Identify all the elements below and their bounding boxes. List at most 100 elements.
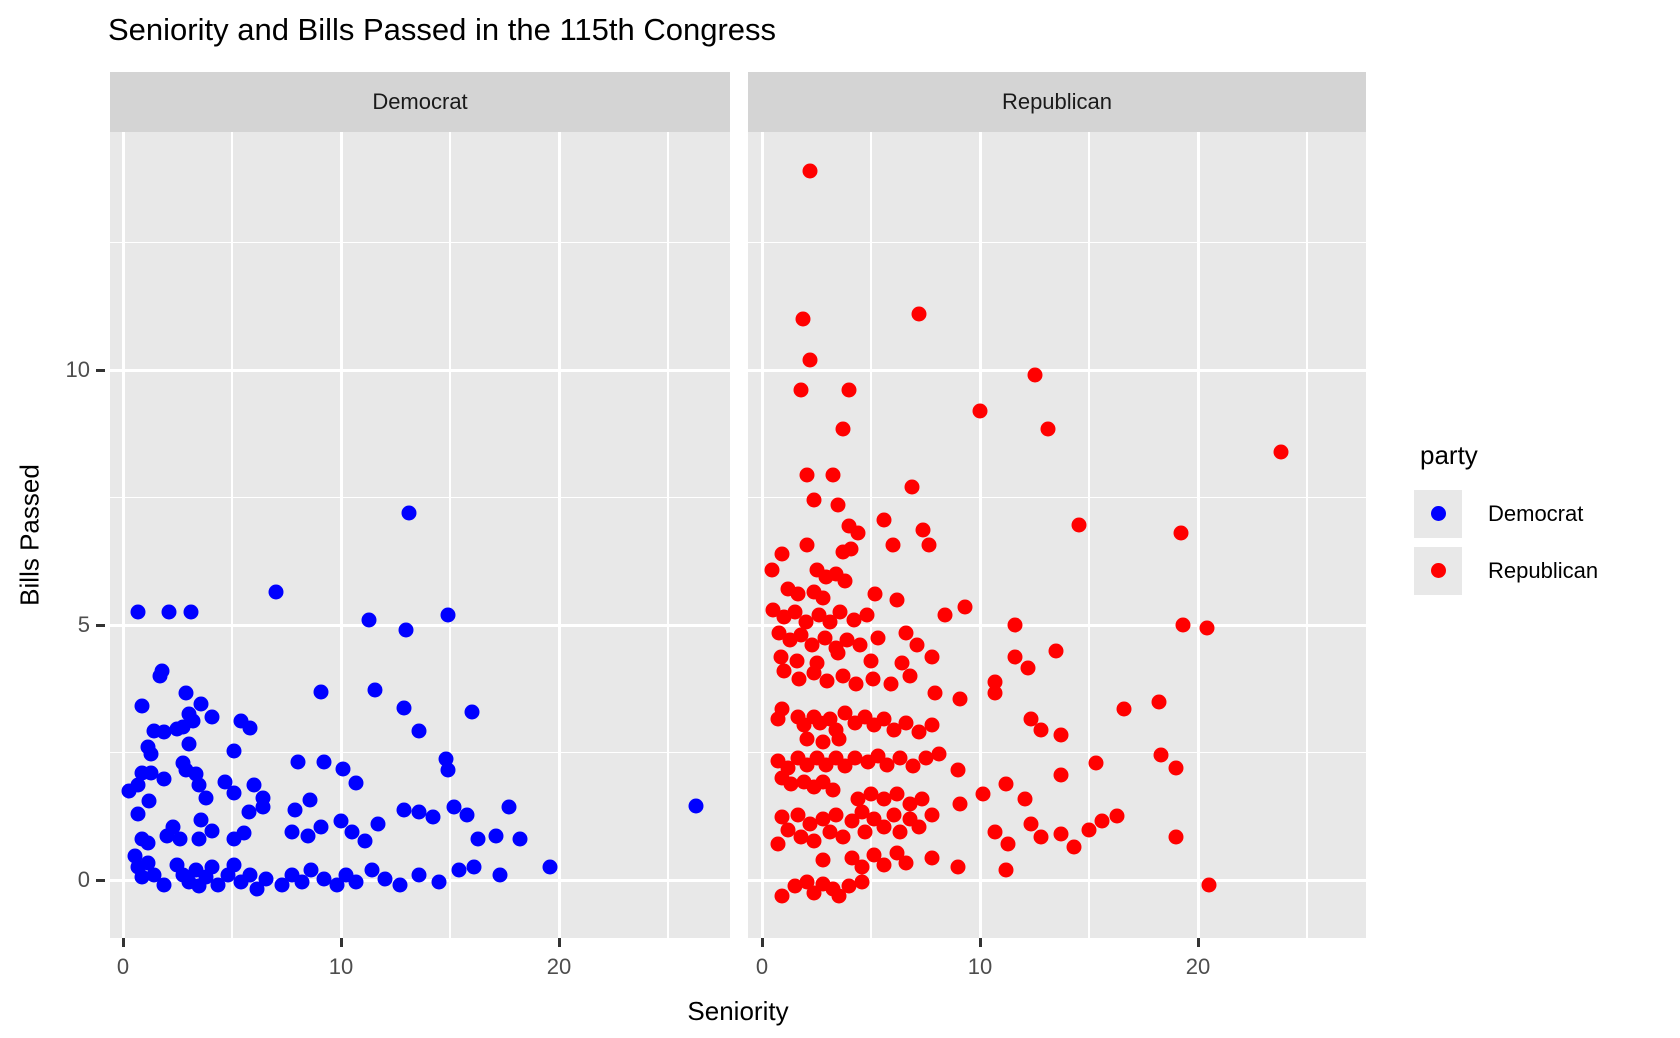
data-point (396, 802, 412, 818)
data-point (972, 403, 988, 419)
gridline (1196, 132, 1200, 938)
data-point (1201, 877, 1217, 893)
y-axis-tick-label: 10 (65, 357, 90, 382)
data-point (134, 869, 150, 885)
legend-item-republican: Republican (1404, 542, 1624, 599)
data-point (790, 807, 806, 823)
facet-panel-republican (748, 132, 1366, 938)
data-point (921, 537, 937, 553)
data-point (911, 306, 927, 322)
data-point (774, 888, 790, 904)
data-point (396, 700, 412, 716)
data-point (789, 653, 805, 669)
data-point (1020, 660, 1036, 676)
data-point (143, 765, 159, 781)
data-point (831, 888, 847, 904)
data-point (918, 750, 933, 766)
legend-label: Republican (1488, 557, 1599, 583)
data-point (799, 467, 815, 483)
data-point (255, 799, 271, 815)
data-point (998, 776, 1014, 792)
data-point (770, 836, 786, 852)
data-point (329, 877, 345, 893)
data-point (846, 612, 862, 628)
data-point (892, 750, 908, 766)
data-point (542, 859, 558, 875)
data-point (1273, 444, 1289, 460)
data-point (152, 668, 168, 684)
data-point (226, 857, 242, 873)
data-point (790, 586, 806, 602)
data-point (1053, 767, 1069, 783)
data-point (830, 497, 846, 513)
data-point (854, 804, 870, 820)
data-point (830, 645, 846, 661)
gridline (748, 751, 1366, 754)
data-point (876, 857, 892, 873)
data-point (883, 676, 899, 692)
data-point (172, 831, 188, 847)
data-point (774, 809, 790, 825)
data-point (909, 637, 925, 653)
data-point (902, 796, 918, 811)
data-point (924, 649, 940, 665)
data-point (774, 546, 790, 562)
gridline (870, 132, 872, 938)
gridline (121, 132, 125, 938)
legend-key (1414, 546, 1462, 595)
data-point (1153, 747, 1169, 763)
gridline (760, 132, 764, 938)
data-point (1000, 836, 1016, 852)
data-point (335, 761, 351, 777)
data-point (770, 711, 786, 727)
data-point (191, 831, 207, 847)
x-axis-tick (121, 938, 125, 947)
data-point (898, 715, 914, 731)
data-point (848, 676, 864, 692)
data-point (156, 771, 172, 787)
data-point (1023, 816, 1039, 832)
data-point (236, 825, 252, 841)
data-point (911, 724, 927, 740)
data-point (937, 607, 953, 623)
data-point (927, 685, 943, 701)
data-point (357, 833, 373, 849)
facet-panel-democrat (110, 132, 730, 938)
data-point (839, 632, 855, 648)
data-point (852, 637, 868, 653)
data-point (815, 852, 831, 868)
data-point (425, 809, 441, 825)
data-point (1116, 701, 1132, 717)
data-point (832, 604, 848, 620)
legend-title: party (1420, 440, 1478, 470)
data-point (361, 612, 377, 628)
data-point (902, 668, 918, 684)
x-axis-tick (1196, 938, 1200, 947)
data-point (178, 685, 194, 701)
data-point (915, 522, 931, 538)
data-point (274, 877, 290, 893)
data-point (1017, 791, 1033, 807)
data-point (241, 804, 257, 820)
data-point (1033, 829, 1049, 845)
gridline (110, 368, 730, 372)
data-point (193, 812, 209, 828)
data-point (894, 655, 910, 671)
gridline (748, 241, 1366, 244)
data-point (819, 673, 835, 689)
data-point (863, 653, 879, 669)
data-point (1071, 517, 1087, 533)
data-point (140, 835, 156, 851)
data-point (1040, 421, 1056, 437)
data-point (764, 562, 780, 578)
gridline (1088, 132, 1090, 938)
data-point (1066, 839, 1082, 855)
data-point (161, 604, 177, 620)
data-point (1007, 617, 1023, 633)
data-point (1053, 826, 1069, 842)
data-point (217, 774, 233, 790)
data-point (1094, 813, 1110, 829)
data-point (1027, 367, 1042, 383)
data-point (837, 573, 853, 589)
